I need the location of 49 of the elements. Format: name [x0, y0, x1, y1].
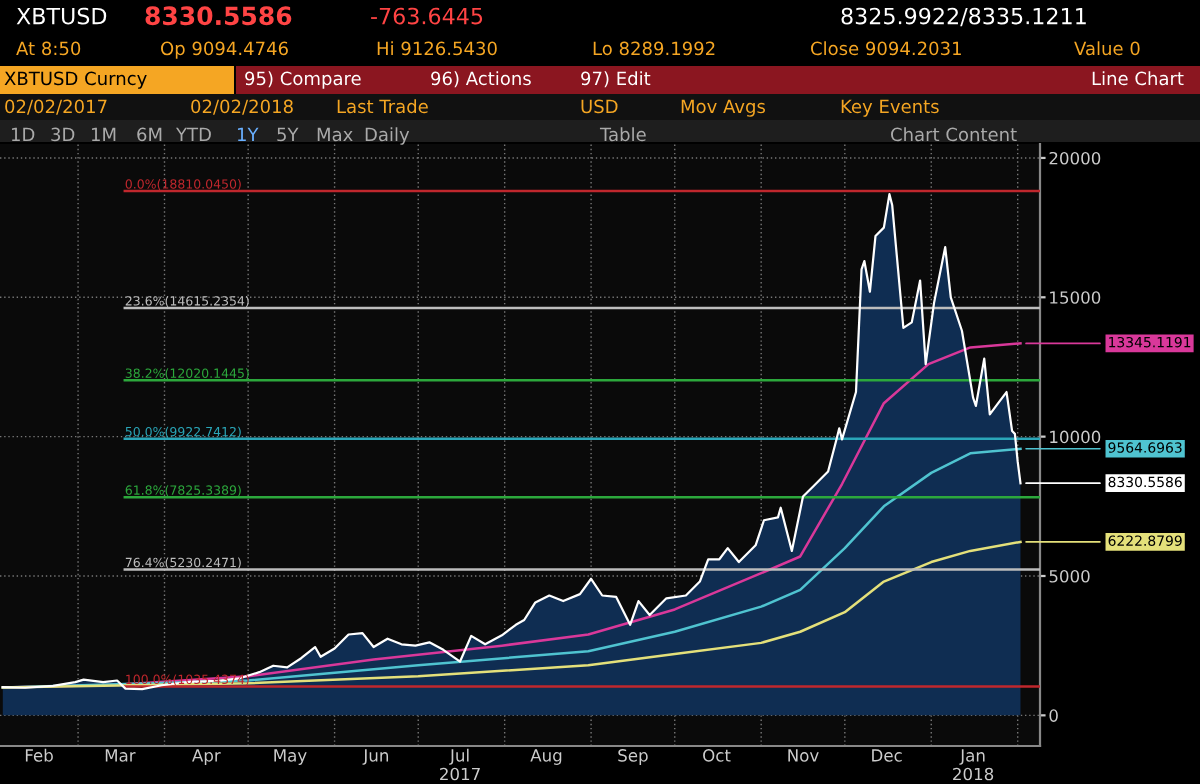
- text: Line Chart: [1092, 71, 1184, 86]
- text: 02/02/2017: [5, 99, 107, 115]
- y-tick-label: 5000: [1049, 569, 1090, 583]
- text: USD: [581, 99, 618, 114]
- text: 97) Edit: [581, 71, 651, 88]
- x-tick-label: Nov: [788, 749, 819, 762]
- text: XBTUSD Curncy: [4, 71, 147, 89]
- x-tick-label: Jul 2017: [440, 748, 480, 781]
- y-tick-label: 0: [1049, 709, 1058, 722]
- text: Lo 8289.1992: [593, 41, 715, 56]
- text: 96) Actions: [431, 71, 531, 88]
- x-tick-label: Jan 2018: [953, 749, 994, 781]
- text: 8325.9922/8335.1211: [841, 7, 1086, 27]
- text: 1Y: [237, 127, 259, 141]
- text: 1M: [91, 127, 116, 141]
- x-tick-label: Aug: [530, 749, 562, 765]
- x-tick-label: Oct: [703, 749, 731, 762]
- x-tick-label: Mar: [105, 749, 136, 762]
- x-tick-label: Apr: [192, 749, 221, 765]
- text: YTD: [175, 127, 211, 141]
- text: 1D: [11, 127, 35, 141]
- text: Op 9094.4746: [161, 41, 288, 59]
- x-tick-label: Dec: [872, 749, 902, 762]
- text: Key Events: [841, 99, 939, 117]
- text: 6M: [137, 127, 162, 142]
- text: Close 9094.2031: [811, 41, 961, 56]
- text: 5Y: [277, 127, 299, 142]
- y-tick-label: 20000: [1049, 151, 1101, 165]
- text: Chart Content: [891, 127, 1017, 142]
- x-tick-label: Sep: [618, 749, 648, 765]
- text: Hi 9126.5430: [377, 41, 497, 56]
- text: Mov Avgs: [681, 99, 766, 117]
- text: 95) Compare: [245, 71, 361, 89]
- text: Table: [599, 127, 646, 142]
- text: Max: [317, 127, 353, 142]
- y-tick-label: 15000: [1050, 291, 1101, 304]
- text: At 8:50: [16, 41, 81, 56]
- text: 02/02/2018: [191, 99, 293, 115]
- text: 8330.5586: [145, 6, 292, 26]
- text: -763.6445: [371, 7, 483, 25]
- text: 3D: [51, 127, 75, 142]
- text: Value 0: [1074, 41, 1140, 56]
- x-tick-label: May: [274, 749, 307, 765]
- y-tick-label: 10000: [1050, 430, 1101, 444]
- text: Last Trade: [337, 99, 428, 114]
- x-tick-label: Jun: [362, 749, 389, 765]
- text: XBTUSD: [16, 7, 107, 25]
- annotation: Daily: [365, 127, 410, 145]
- x-tick-label: Feb: [25, 748, 53, 762]
